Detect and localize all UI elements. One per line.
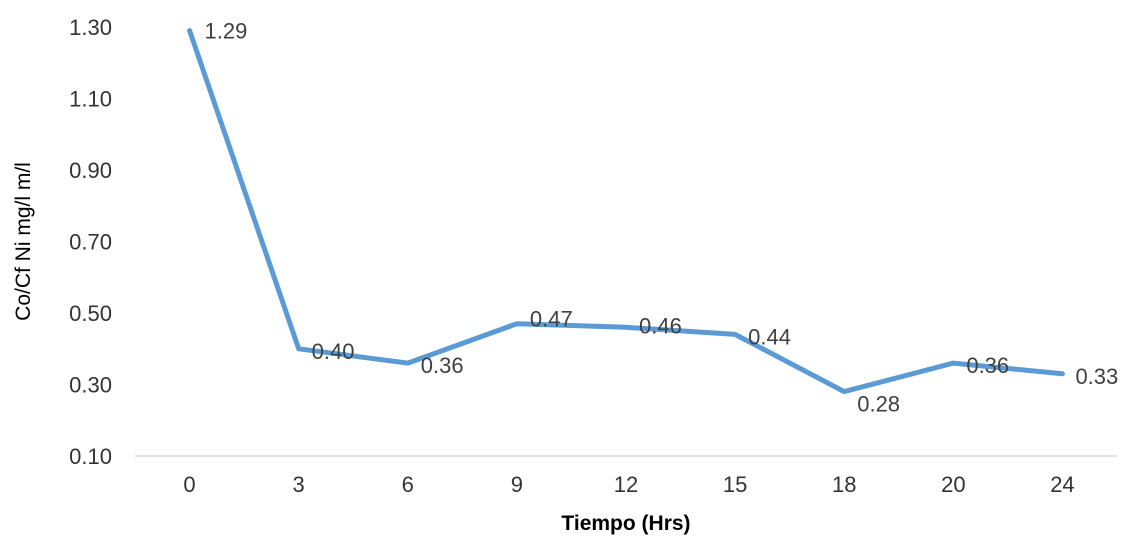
data-label: 0.33 bbox=[1075, 364, 1118, 389]
y-axis-ticks: 0.10 0.30 0.50 0.70 0.90 1.10 1.30 bbox=[69, 15, 112, 469]
data-label: 1.29 bbox=[205, 19, 248, 44]
x-tick-label: 18 bbox=[832, 472, 856, 497]
x-tick-label: 0 bbox=[183, 472, 195, 497]
x-tick-label: 20 bbox=[941, 472, 965, 497]
x-tick-label: 12 bbox=[614, 472, 638, 497]
y-tick-label: 0.30 bbox=[69, 373, 112, 398]
data-labels: 1.29 0.40 0.36 0.47 0.46 0.44 0.28 0.36 0.33 bbox=[205, 19, 1119, 417]
y-tick-label: 0.70 bbox=[69, 230, 112, 255]
y-tick-label: 1.30 bbox=[69, 15, 112, 40]
y-tick-label: 0.90 bbox=[69, 158, 112, 183]
data-label: 0.46 bbox=[639, 313, 682, 338]
data-label: 0.28 bbox=[857, 392, 900, 417]
y-tick-label: 0.50 bbox=[69, 301, 112, 326]
y-axis-title: Co/Cf Ni mg/l m/l bbox=[12, 162, 35, 321]
x-tick-label: 3 bbox=[293, 472, 305, 497]
x-axis-ticks: 0 3 6 9 12 15 18 20 24 bbox=[183, 472, 1074, 497]
x-axis-title: Tiempo (Hrs) bbox=[561, 512, 690, 535]
series-line bbox=[187, 28, 1065, 395]
data-label: 0.36 bbox=[421, 353, 464, 378]
x-tick-label: 15 bbox=[723, 472, 747, 497]
x-tick-label: 24 bbox=[1050, 472, 1074, 497]
x-tick-label: 6 bbox=[402, 472, 414, 497]
data-label: 0.40 bbox=[312, 339, 355, 364]
x-tick-label: 9 bbox=[511, 472, 523, 497]
data-label: 0.36 bbox=[966, 353, 1009, 378]
data-label: 0.47 bbox=[530, 307, 573, 332]
y-tick-label: 1.10 bbox=[69, 87, 112, 112]
y-tick-label: 0.10 bbox=[69, 444, 112, 469]
data-label: 0.44 bbox=[748, 324, 791, 349]
